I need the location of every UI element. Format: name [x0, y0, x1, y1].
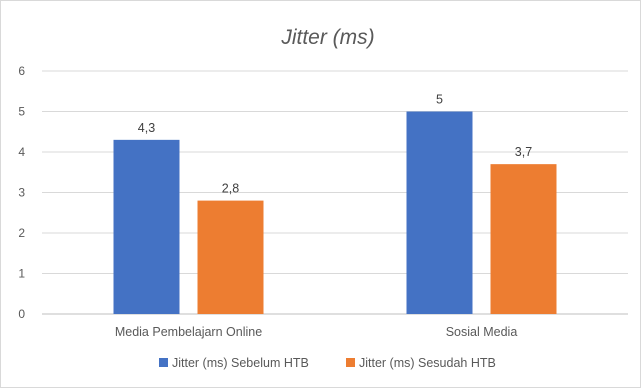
chart-title: Jitter (ms) [280, 26, 374, 49]
legend-label: Jitter (ms) Sesudah HTB [359, 356, 496, 370]
x-category-label: Sosial Media [446, 325, 518, 339]
y-tick-label: 4 [18, 145, 25, 159]
legend: Jitter (ms) Sebelum HTB Jitter (ms) Sesud… [159, 356, 496, 370]
y-axis-ticks: 0 1 2 3 4 5 6 [18, 64, 25, 321]
data-label: 5 [436, 93, 443, 107]
y-tick-label: 5 [18, 105, 25, 119]
y-tick-label: 0 [18, 307, 25, 321]
bars [113, 111, 557, 314]
bar [113, 139, 180, 314]
bar [197, 200, 264, 314]
data-labels: 4,3 2,8 5 3,7 [138, 93, 532, 196]
x-category-label: Media Pembelajarn Online [115, 325, 262, 339]
y-tick-label: 6 [18, 64, 25, 78]
data-label: 3,7 [515, 145, 532, 159]
bar [490, 164, 557, 314]
x-axis-categories: Media Pembelajarn Online Sosial Media [115, 325, 517, 339]
y-tick-label: 2 [18, 226, 25, 240]
y-tick-label: 3 [18, 186, 25, 200]
bar [406, 111, 473, 314]
data-label: 2,8 [222, 182, 239, 196]
data-label: 4,3 [138, 121, 155, 135]
legend-swatch [346, 358, 355, 367]
legend-label: Jitter (ms) Sebelum HTB [172, 356, 309, 370]
legend-swatch [159, 358, 168, 367]
y-tick-label: 1 [18, 267, 25, 281]
